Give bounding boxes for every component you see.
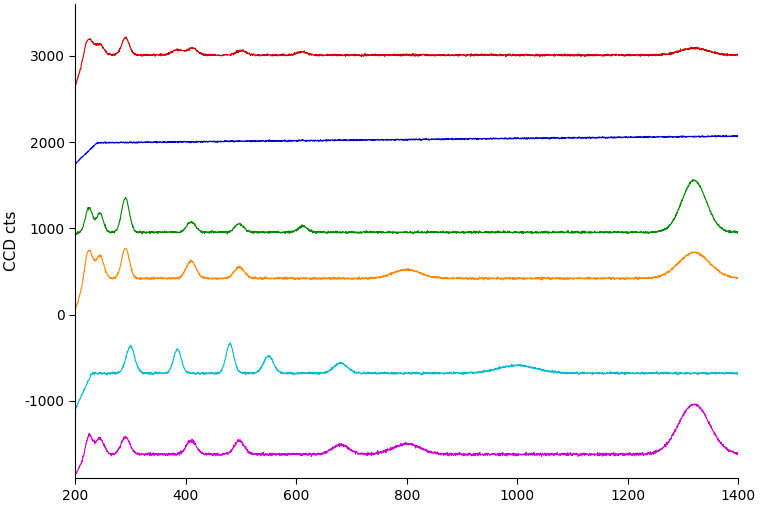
- Y-axis label: CCD cts: CCD cts: [4, 211, 19, 271]
